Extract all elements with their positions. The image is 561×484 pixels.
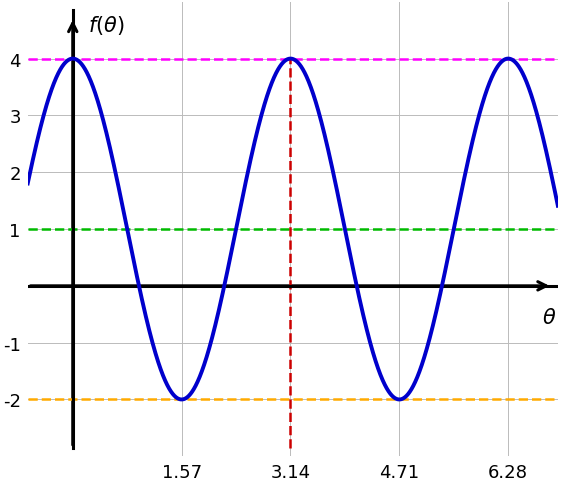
- Text: $f(\theta)$: $f(\theta)$: [88, 14, 125, 37]
- Text: $\theta$: $\theta$: [542, 308, 557, 328]
